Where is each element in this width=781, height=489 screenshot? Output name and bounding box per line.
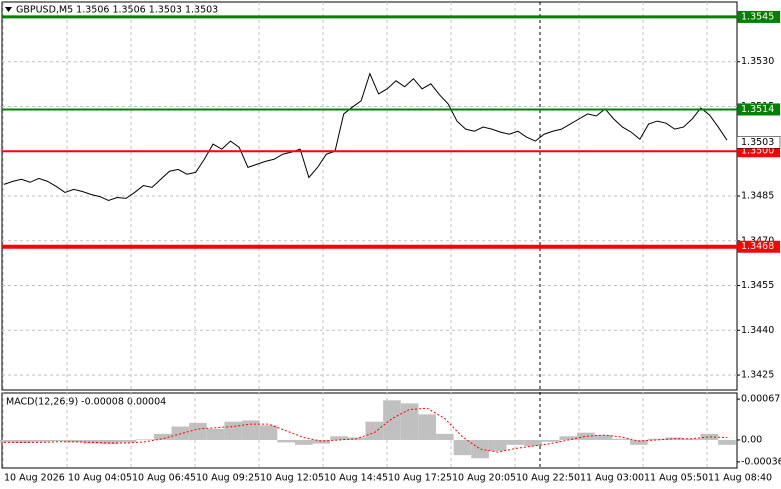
x-tick-label: 10 Aug 06:45: [132, 473, 196, 484]
macd-bar: [630, 439, 648, 445]
macd-bar: [171, 426, 190, 440]
macd-title: MACD(12,26,9) -0.00008 0.00004: [6, 397, 166, 408]
macd-bar: [524, 439, 542, 447]
macd-bar: [365, 421, 384, 440]
macd-bar: [488, 439, 507, 451]
y-tick-label: 0.00: [741, 434, 762, 445]
level-label: 1.3468: [741, 241, 774, 252]
macd-bar: [700, 433, 719, 440]
macd-bar: [453, 439, 472, 456]
x-tick-label: 10 Aug 22:50: [516, 473, 580, 484]
y-tick-label: 1.3455: [741, 280, 774, 291]
macd-bar: [294, 439, 313, 445]
last-price-box: [736, 136, 781, 149]
level-label: 1.3545: [741, 11, 774, 22]
x-tick-label: 10 Aug 14:45: [324, 473, 388, 484]
macd-bar: [224, 421, 243, 440]
y-tick-label: 1.3425: [741, 370, 774, 381]
y-tick-label: -0.00036: [741, 456, 781, 467]
x-tick-label: 10 Aug 2026: [4, 473, 65, 484]
macd-bar: [383, 400, 401, 440]
macd-bar: [259, 425, 278, 440]
macd-bar: [242, 420, 260, 440]
macd-bar: [471, 439, 489, 459]
macd-bar: [541, 439, 560, 442]
macd-bar: [577, 432, 595, 440]
macd-bar: [30, 439, 49, 442]
macd-bar: [206, 428, 225, 440]
macd-bar: [559, 436, 578, 440]
macd-bar: [83, 439, 101, 444]
last-price-label: 1.3503: [741, 137, 774, 148]
x-tick-label: 10 Aug 04:05: [68, 473, 132, 484]
macd-bar: [136, 439, 154, 440]
x-tick-label: 10 Aug 17:25: [388, 473, 452, 484]
y-tick-label: 1.3440: [741, 325, 774, 336]
x-tick-label: 10 Aug 20:05: [452, 473, 516, 484]
level-label-box: [737, 103, 780, 116]
macd-bar: [647, 438, 666, 440]
macd-bar: [277, 439, 295, 443]
macd-bar: [312, 439, 331, 444]
x-tick-label: 11 Aug 08:40: [708, 473, 772, 484]
macd-bar: [0, 439, 13, 443]
y-tick-label: 1.3485: [741, 191, 774, 202]
chart-title: GBPUSD,M5 1.3506 1.3506 1.3503 1.3503: [16, 5, 218, 16]
level-label: 1.3500: [741, 146, 774, 157]
macd-bar: [100, 439, 119, 445]
level-label-box: [737, 240, 780, 253]
macd-bar: [118, 439, 137, 443]
menu-icon[interactable]: [5, 7, 12, 12]
macd-bar: [718, 439, 736, 445]
macd-bar: [682, 438, 701, 440]
macd-bar: [594, 435, 613, 440]
y-tick-label: 1.3530: [741, 56, 774, 67]
x-tick-label: 11 Aug 05:50: [644, 473, 708, 484]
macd-bar: [12, 439, 31, 443]
x-tick-label: 11 Aug 03:00: [580, 473, 644, 484]
macd-bar: [189, 422, 207, 440]
macd-bar: [665, 437, 683, 440]
level-label-box: [737, 10, 780, 23]
x-tick-label: 10 Aug 12:05: [260, 473, 324, 484]
x-tick-label: 10 Aug 09:25: [196, 473, 260, 484]
price-line: [3, 72, 728, 202]
macd-bar: [153, 433, 172, 440]
macd-bar: [612, 438, 631, 440]
macd-bar: [418, 414, 437, 440]
macd-bar: [330, 436, 348, 440]
macd-bar: [506, 439, 525, 445]
macd-bar: [400, 403, 419, 440]
macd-bar: [65, 439, 84, 443]
macd-bar: [436, 433, 454, 440]
macd-bar: [48, 439, 66, 442]
level-label: 1.3514: [741, 104, 774, 115]
signal-line: [4, 407, 728, 453]
y-tick-label: 0.00067: [741, 394, 780, 405]
